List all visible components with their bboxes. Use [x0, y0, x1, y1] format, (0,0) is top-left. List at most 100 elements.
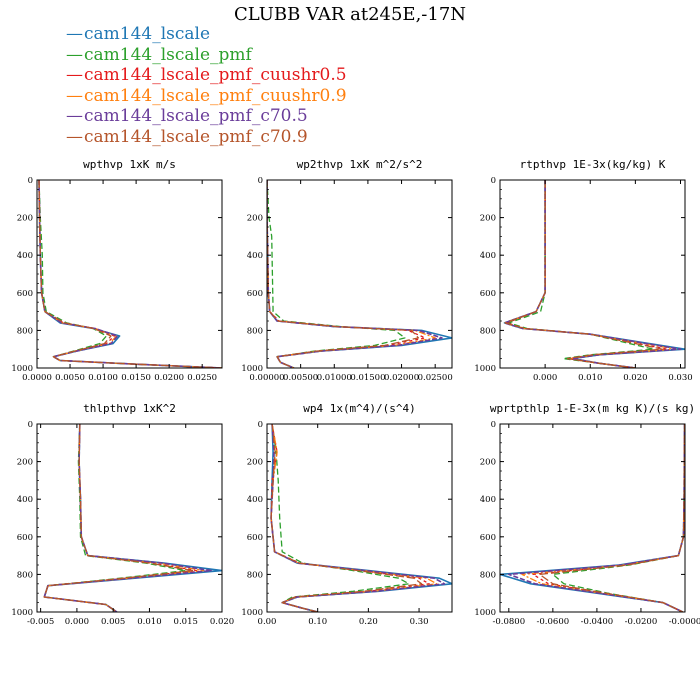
x-tick-label: 0.0050 — [55, 373, 85, 383]
chart-panel: wp2thvp 1xK m^2/s^2020040060080010000.00… — [241, 158, 452, 383]
plot-frame — [36, 179, 223, 369]
x-tick-label: 0.30 — [410, 617, 429, 627]
legend-label: cam144_lscale_pmf_c70.9 — [84, 126, 308, 147]
legend-line-icon: — — [66, 44, 83, 65]
y-tick-label: 200 — [480, 458, 496, 468]
x-tick-label: 0.015 — [174, 617, 198, 627]
y-tick-label: 400 — [480, 251, 496, 261]
series-group — [38, 180, 222, 368]
y-tick-label: 1000 — [241, 364, 263, 374]
series-line-cam144_lscale_pmf_c70.9 — [504, 180, 664, 368]
x-tick-label: 0.01000 — [317, 373, 352, 383]
x-tick-label: -0.0000 — [669, 617, 700, 627]
x-tick-label: 0.010 — [137, 617, 161, 627]
legend-label: cam144_lscale_pmf_cuushr0.9 — [84, 85, 347, 106]
y-tick-label: 600 — [247, 289, 263, 299]
series-line-cam144_lscale_pmf_cuushr0.9 — [503, 180, 677, 368]
series-line-cam144_lscale_pmf — [43, 424, 187, 612]
x-tick-label: -0.0200 — [625, 617, 658, 627]
y-tick-label: 400 — [17, 495, 33, 505]
legend-label: cam144_lscale — [84, 24, 211, 44]
series-line-cam144_lscale_pmf_c70.9 — [43, 424, 194, 612]
series-line-cam144_lscale_pmf_cuushr0.9 — [270, 424, 438, 612]
series-line-cam144_lscale_pmf_cuushr0.5 — [38, 180, 222, 368]
chart-title: rtpthvp 1E-3x(kg/kg) K — [520, 158, 666, 171]
y-tick-label: 400 — [247, 251, 263, 261]
y-tick-label: 1000 — [11, 608, 33, 618]
y-tick-label: 200 — [17, 458, 33, 468]
y-tick-label: 600 — [247, 533, 263, 543]
y-tick-label: 200 — [247, 458, 263, 468]
y-tick-label: 600 — [17, 533, 33, 543]
legend-label: cam144_lscale_pmf_c70.5 — [84, 106, 308, 126]
series-line-cam144_lscale_pmf_c70.5 — [38, 180, 222, 368]
y-tick-label: 600 — [17, 289, 33, 299]
x-tick-label: 0.000 — [533, 373, 557, 383]
y-tick-label: 600 — [480, 533, 496, 543]
series-line-cam144_lscale_pmf_cuushr0.5 — [267, 180, 426, 368]
y-tick-label: 0 — [28, 176, 33, 186]
plot-frame — [499, 423, 686, 613]
series-group — [267, 180, 452, 368]
legend-label: cam144_lscale_pmf — [84, 44, 252, 65]
series-line-cam144_lscale_pmf_c70.5 — [503, 180, 682, 368]
y-tick-label: 1000 — [474, 608, 496, 618]
x-tick-label: 0.02500 — [418, 373, 453, 383]
chart-title: wp4 1x(m^4)/(s^4) — [303, 402, 416, 415]
series-group — [270, 424, 452, 612]
y-tick-label: 0 — [258, 176, 263, 186]
x-tick-label: 0.00500 — [283, 373, 318, 383]
legend-item: —cam144_lscale_pmf_cuushr0.9 — [66, 86, 347, 107]
series-line-cam144_lscale_pmf_cuushr0.9 — [38, 180, 222, 368]
legend-item: —cam144_lscale_pmf_c70.5 — [66, 106, 347, 127]
x-tick-label: -0.005 — [27, 617, 54, 627]
series-line-cam144_lscale_pmf_c70.9 — [267, 180, 420, 368]
y-tick-label: 1000 — [11, 364, 33, 374]
chart-title: wp2thvp 1xK m^2/s^2 — [297, 158, 423, 171]
x-tick-label: 0.0150 — [121, 373, 151, 383]
series-line-cam144_lscale_pmf_cuushr0.5 — [506, 180, 668, 368]
y-tick-label: 600 — [480, 289, 496, 299]
y-tick-label: 0 — [258, 420, 263, 430]
y-tick-label: 800 — [17, 570, 33, 580]
x-tick-label: 0.02000 — [384, 373, 419, 383]
x-tick-label: 0.030 — [668, 373, 692, 383]
chart-panel: wprtpthlp 1-E-3x(m kg K)/(s kg) 0 200 400 60… — [474, 402, 700, 627]
series-line-cam144_lscale_pmf_cuushr0.9 — [521, 424, 685, 612]
x-tick-label: 0.00 — [258, 617, 277, 627]
y-tick-label: 800 — [247, 326, 263, 336]
y-tick-label: 1000 — [474, 364, 496, 374]
legend-item: —cam144_lscale_pmf — [66, 45, 347, 66]
y-tick-label: 0 — [28, 420, 33, 430]
x-tick-label: 0.0200 — [154, 373, 184, 383]
x-tick-label: -0.0400 — [581, 617, 614, 627]
series-line-cam144_lscale — [38, 180, 222, 368]
series-line-cam144_lscale_pmf — [267, 180, 406, 368]
x-tick-label: 0.20 — [359, 617, 378, 627]
series-line-cam144_lscale_pmf_c70.5 — [507, 424, 685, 612]
series-line-cam144_lscale_pmf_c70.9 — [270, 424, 423, 612]
legend-line-icon: — — [66, 126, 83, 147]
legend-item: —cam144_lscale_pmf_c70.9 — [66, 127, 347, 148]
x-tick-label: 0.020 — [210, 617, 234, 627]
plot-frame — [499, 179, 686, 369]
legend-item: —cam144_lscale — [66, 24, 347, 45]
series-line-cam144_lscale_pmf — [271, 424, 410, 612]
y-tick-label: 400 — [17, 251, 33, 261]
x-tick-label: 0.005 — [101, 617, 125, 627]
series-line-cam144_lscale — [270, 424, 452, 612]
y-tick-label: 800 — [480, 570, 496, 580]
figure-title: CLUBB VAR at245E,-17N — [233, 4, 467, 25]
series-line-cam144_lscale_pmf — [552, 424, 685, 612]
x-tick-label: 0.01500 — [350, 373, 385, 383]
plot-frame — [266, 423, 453, 613]
x-tick-label: 0.000 — [65, 617, 89, 627]
y-tick-label: 800 — [480, 326, 496, 336]
x-tick-label: 0.0100 — [88, 373, 118, 383]
y-tick-label: 200 — [480, 214, 496, 224]
series-line-cam144_lscale_pmf_c70.9 — [538, 424, 685, 612]
series-line-cam144_lscale_pmf — [508, 180, 655, 368]
legend-label: cam144_lscale_pmf_cuushr0.5 — [84, 65, 347, 85]
